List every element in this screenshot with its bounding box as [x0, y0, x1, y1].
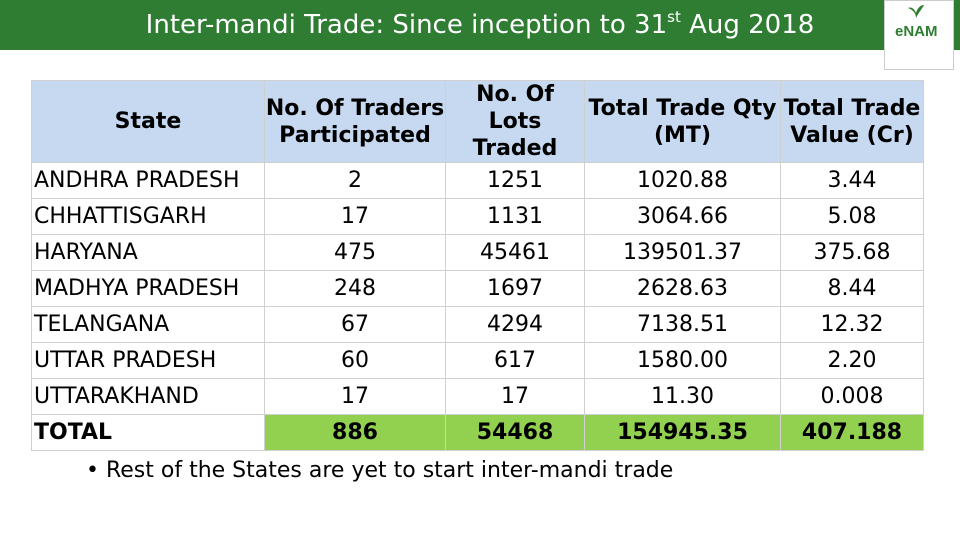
logo-text: eNAM — [895, 23, 938, 40]
leaf-icon — [908, 5, 924, 18]
lots-cell: 45461 — [445, 234, 585, 271]
page-title: Inter-mandi Trade: Since inception to 31… — [145, 8, 815, 40]
value-cell: 3.44 — [780, 162, 924, 199]
lots-cell: 4294 — [445, 306, 585, 343]
traders-cell: 17 — [264, 198, 446, 235]
total-label: TOTAL — [31, 414, 265, 451]
state-cell: ANDHRA PRADESH — [31, 162, 265, 199]
state-cell: HARYANA — [31, 234, 265, 271]
total-row: TOTAL 886 54468 154945.35 407.188 — [31, 414, 924, 451]
value-cell: 0.008 — [780, 378, 924, 415]
table-row: MADHYA PRADESH 248 1697 2628.63 8.44 — [31, 270, 924, 307]
column-header: State — [31, 80, 265, 163]
value-cell: 12.32 — [780, 306, 924, 343]
qty-cell: 3064.66 — [584, 198, 781, 235]
footnote: • Rest of the States are yet to start in… — [86, 458, 674, 483]
traders-cell: 17 — [264, 378, 446, 415]
lots-cell: 1131 — [445, 198, 585, 235]
qty-cell: 11.30 — [584, 378, 781, 415]
state-cell: CHHATTISGARH — [31, 198, 265, 235]
column-header: No. Of Lots Traded — [445, 80, 585, 163]
table-row: ANDHRA PRADESH 2 1251 1020.88 3.44 — [31, 162, 924, 199]
value-cell: 5.08 — [780, 198, 924, 235]
table-row: UTTARAKHAND 17 17 11.30 0.008 — [31, 378, 924, 415]
qty-cell: 7138.51 — [584, 306, 781, 343]
value-cell: 375.68 — [780, 234, 924, 271]
traders-cell: 60 — [264, 342, 446, 379]
table-header-row: State No. Of Traders Participated No. Of… — [31, 80, 924, 163]
value-total: 407.188 — [780, 414, 924, 451]
column-header: No. Of Traders Participated — [264, 80, 446, 163]
lots-cell: 1251 — [445, 162, 585, 199]
column-header: Total Trade Value (Cr) — [780, 80, 924, 163]
qty-cell: 1580.00 — [584, 342, 781, 379]
traders-total: 886 — [264, 414, 446, 451]
lots-total: 54468 — [445, 414, 585, 451]
traders-cell: 67 — [264, 306, 446, 343]
enam-logo: eNAM — [884, 0, 954, 70]
state-cell: UTTARAKHAND — [31, 378, 265, 415]
traders-cell: 248 — [264, 270, 446, 307]
trade-table: State No. Of Traders Participated No. Of… — [31, 80, 924, 451]
value-cell: 2.20 — [780, 342, 924, 379]
state-cell: UTTAR PRADESH — [31, 342, 265, 379]
lots-cell: 617 — [445, 342, 585, 379]
qty-cell: 2628.63 — [584, 270, 781, 307]
table-row: TELANGANA 67 4294 7138.51 12.32 — [31, 306, 924, 343]
value-cell: 8.44 — [780, 270, 924, 307]
table-row: HARYANA 475 45461 139501.37 375.68 — [31, 234, 924, 271]
qty-cell: 1020.88 — [584, 162, 781, 199]
state-cell: MADHYA PRADESH — [31, 270, 265, 307]
column-header: Total Trade Qty (MT) — [584, 80, 781, 163]
title-bar — [0, 0, 960, 50]
traders-cell: 2 — [264, 162, 446, 199]
state-cell: TELANGANA — [31, 306, 265, 343]
traders-cell: 475 — [264, 234, 446, 271]
qty-cell: 139501.37 — [584, 234, 781, 271]
lots-cell: 1697 — [445, 270, 585, 307]
qty-total: 154945.35 — [584, 414, 781, 451]
table-row: CHHATTISGARH 17 1131 3064.66 5.08 — [31, 198, 924, 235]
lots-cell: 17 — [445, 378, 585, 415]
table-row: UTTAR PRADESH 60 617 1580.00 2.20 — [31, 342, 924, 379]
